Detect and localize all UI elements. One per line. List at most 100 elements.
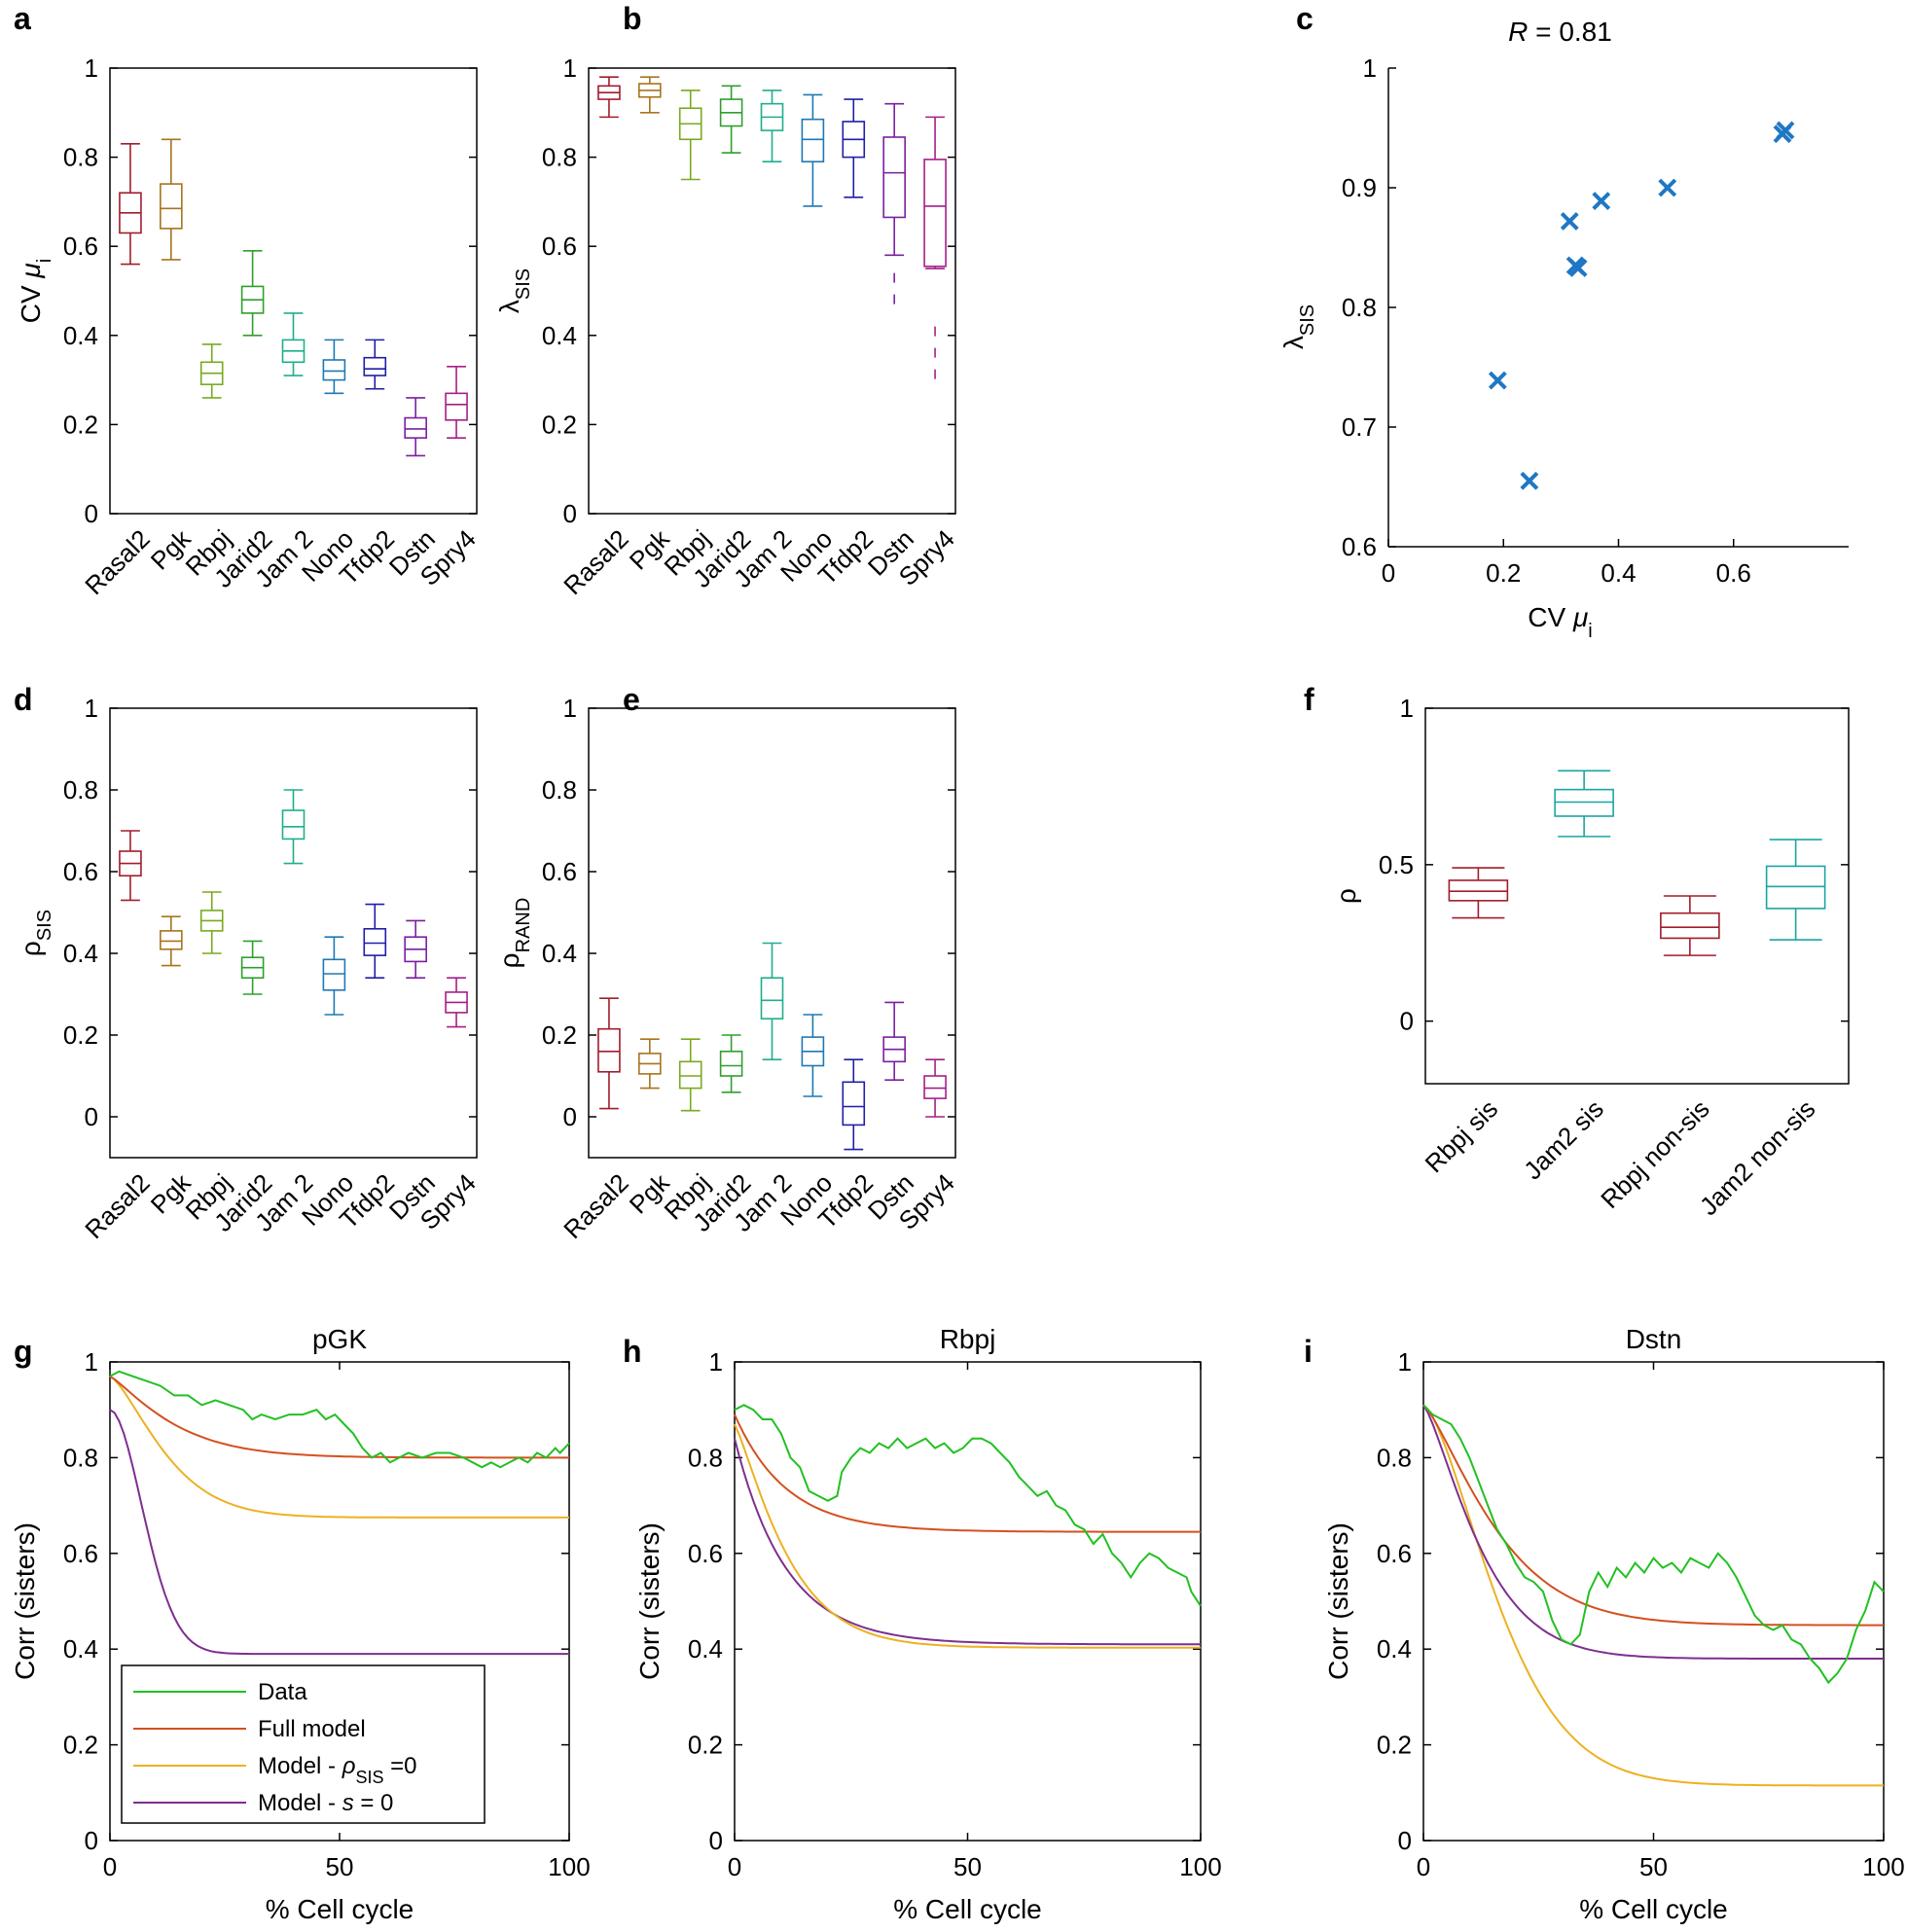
- series-rho0: [109, 1375, 569, 1519]
- y-tick-label: 0: [85, 1826, 98, 1855]
- y-tick-label: 1: [1400, 694, 1414, 723]
- x-tick-label: Rasal2: [79, 524, 155, 600]
- box-jam-2: [281, 312, 306, 376]
- panel-label-f: f: [1304, 682, 1314, 717]
- box-spry4: [445, 366, 468, 439]
- box-jam2-non-sis: [1765, 839, 1826, 941]
- box-tfdp2: [842, 1058, 866, 1151]
- axes-frame: [588, 67, 956, 515]
- box-rbpj: [678, 1038, 702, 1112]
- x-tick-label: Rbpj sis: [1420, 1094, 1504, 1179]
- box-jarid2: [240, 940, 265, 995]
- box-rbpj-sis: [1448, 867, 1509, 919]
- x-tick-label: 50: [954, 1852, 982, 1881]
- x-tick-label: 0: [1382, 558, 1395, 588]
- y-tick-label: 0.6: [63, 1539, 98, 1568]
- x-tick-label: Rasal2: [558, 1168, 633, 1244]
- y-tick-label: 0.7: [1342, 412, 1377, 442]
- series-rho0: [1422, 1404, 1884, 1787]
- series-data: [109, 1370, 570, 1469]
- panel-label-e: e: [623, 682, 640, 717]
- box-iqr: [1554, 788, 1614, 817]
- y-tick-label: 0.2: [1377, 1731, 1412, 1760]
- y-axis-label: Corr (sisters): [634, 1522, 665, 1680]
- panel-label-b: b: [623, 1, 642, 36]
- x-tick-label: 0: [103, 1852, 117, 1881]
- box-pgk: [638, 76, 662, 114]
- y-tick-label: 0.5: [1379, 850, 1414, 879]
- y-tick-label: 0.4: [1377, 1634, 1412, 1664]
- box-rasal2: [119, 143, 142, 266]
- box-iqr: [678, 1060, 702, 1090]
- box-spry4: [445, 977, 468, 1028]
- scatter-point: [1560, 212, 1579, 231]
- y-tick-label: 1: [709, 1347, 723, 1377]
- y-tick-label: 0.8: [1377, 1443, 1412, 1472]
- panel-label-a: a: [14, 1, 31, 36]
- legend: Data Full model Model - ρSIS =0 Model - s =…: [121, 1664, 486, 1824]
- x-axis-label: % Cell cycle: [893, 1894, 1041, 1924]
- y-tick-label: 0.8: [63, 775, 98, 805]
- y-tick-label: 0.6: [63, 857, 98, 886]
- box-iqr: [1448, 879, 1509, 902]
- y-tick-label: 0.2: [542, 410, 577, 439]
- y-tick-label: 0.4: [63, 321, 98, 350]
- box-iqr: [842, 1081, 866, 1127]
- axes-frame: [588, 707, 956, 1159]
- box-rasal2: [119, 830, 142, 902]
- axes-frame: [734, 1361, 1202, 1842]
- box-rbpj: [199, 891, 224, 954]
- y-tick-label: 1: [1398, 1347, 1412, 1377]
- scatter-point: [1488, 371, 1507, 390]
- y-tick-label: 1: [563, 54, 577, 83]
- x-tick-label: 0: [1417, 1852, 1430, 1881]
- panel-label-i: i: [1304, 1334, 1313, 1369]
- box-jam-2: [281, 789, 306, 865]
- y-tick-label: 1: [85, 54, 98, 83]
- y-tick-label: 0.4: [688, 1634, 723, 1664]
- y-tick-label: 0.8: [542, 143, 577, 172]
- axes-frame: [109, 67, 478, 515]
- series-s0: [734, 1438, 1201, 1646]
- x-tick-label: Rasal2: [79, 1168, 155, 1244]
- x-tick-label: 100: [1179, 1852, 1221, 1881]
- axes-frame: [1424, 707, 1850, 1085]
- y-tick-label: 0.8: [1342, 293, 1377, 322]
- box-pgk: [160, 915, 183, 967]
- x-tick-label: Jam2 sis: [1518, 1094, 1609, 1186]
- x-tick-label: 0: [728, 1852, 741, 1881]
- box-iqr: [1765, 865, 1826, 910]
- box-dstn: [404, 397, 427, 457]
- box-iqr: [1660, 912, 1720, 940]
- box-jam-2: [760, 89, 784, 162]
- box-iqr: [760, 977, 784, 1020]
- series-full: [109, 1375, 569, 1459]
- x-tick-label: 0.4: [1601, 558, 1636, 588]
- y-tick-label: 0.4: [63, 939, 98, 968]
- y-tick-label: 0.4: [63, 1634, 98, 1664]
- scatter-point: [1592, 192, 1611, 210]
- box-rasal2: [597, 997, 621, 1110]
- box-dstn: [882, 1001, 906, 1081]
- y-tick-label: 0.2: [542, 1020, 577, 1050]
- box-rbpj: [678, 89, 702, 181]
- scatter-point: [1658, 178, 1677, 197]
- y-tick-label: 0: [563, 499, 577, 528]
- y-tick-label: 0.6: [1342, 532, 1377, 561]
- scatter-point: [1776, 121, 1795, 140]
- y-tick-label: 1: [85, 694, 98, 723]
- box-pgk: [160, 138, 183, 261]
- box-iqr: [882, 136, 906, 219]
- y-axis-label: CV μi: [16, 259, 55, 323]
- x-tick-label: 100: [548, 1852, 590, 1881]
- panel-label-h: h: [623, 1334, 642, 1369]
- box-iqr: [281, 809, 306, 841]
- y-tick-label: 0.6: [688, 1539, 723, 1568]
- x-tick-label: 100: [1862, 1852, 1904, 1881]
- legend-label: Model - ρSIS =0: [258, 1753, 417, 1787]
- box-iqr: [363, 356, 387, 376]
- box-iqr: [160, 930, 183, 950]
- y-tick-label: 0.6: [542, 857, 577, 886]
